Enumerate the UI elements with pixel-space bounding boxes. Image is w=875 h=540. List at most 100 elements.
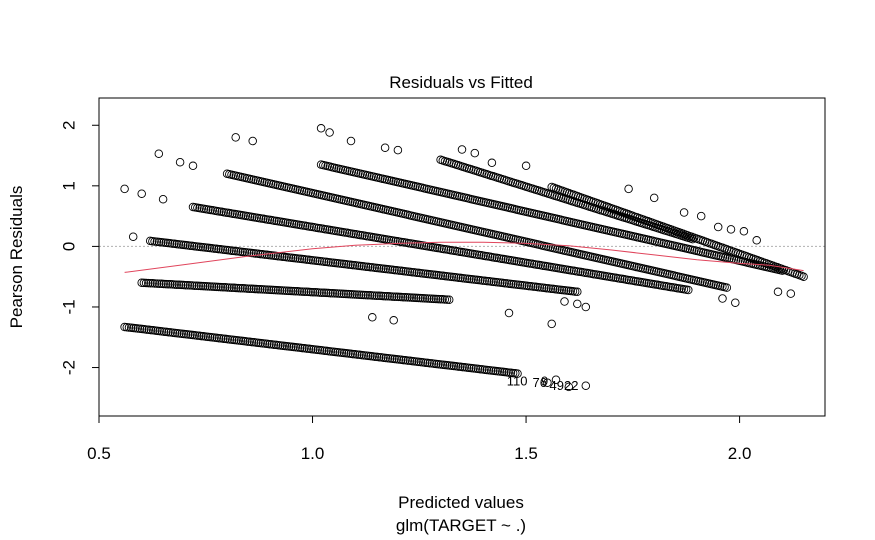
- residual-point: [291, 286, 300, 296]
- residual-point: [212, 282, 221, 292]
- residual-point: [238, 284, 247, 293]
- residual-point: [280, 286, 289, 295]
- residual-point: [146, 278, 155, 288]
- residual-point: [159, 279, 168, 289]
- residual-point: [387, 292, 397, 301]
- residual-point: [231, 283, 241, 293]
- residual-point: [403, 293, 412, 302]
- residual-point: [144, 278, 153, 288]
- residual-point: [249, 284, 258, 294]
- residual-point: [470, 148, 480, 158]
- residual-point: [316, 124, 326, 133]
- residual-band-8: [547, 182, 808, 281]
- residual-point: [513, 369, 522, 378]
- residual-point: [227, 283, 237, 292]
- residual-point: [409, 293, 419, 303]
- residual-point: [405, 293, 414, 302]
- residual-point: [218, 282, 228, 292]
- residual-point: [245, 284, 254, 293]
- residual-point: [188, 161, 198, 171]
- point-label: 4922: [550, 378, 579, 393]
- residual-point: [310, 288, 320, 297]
- residual-point: [487, 158, 497, 168]
- residual-point: [330, 289, 340, 298]
- residual-point: [302, 287, 311, 297]
- residual-point: [234, 283, 243, 293]
- residual-point: [170, 280, 179, 289]
- residual-point: [141, 278, 151, 288]
- residual-point: [348, 290, 357, 299]
- residual-point: [264, 285, 274, 295]
- residual-point: [273, 286, 283, 295]
- residual-point: [352, 290, 362, 299]
- x-axis-sublabel: glm(TARGET ~ .): [396, 516, 526, 535]
- residual-point: [341, 289, 351, 299]
- residual-point: [380, 143, 390, 152]
- residual-point: [297, 287, 307, 296]
- residual-point: [175, 157, 185, 167]
- residual-point: [190, 281, 199, 290]
- residual-point: [726, 225, 736, 234]
- residual-point: [564, 382, 574, 392]
- residual-band-3: [145, 236, 582, 297]
- x-tick-label: 1.5: [514, 444, 538, 463]
- residual-point: [543, 378, 552, 387]
- point-label: 9: [541, 374, 548, 389]
- residual-point: [370, 291, 379, 300]
- residual-point: [551, 375, 561, 384]
- residual-point: [158, 194, 168, 204]
- residual-point: [504, 308, 514, 318]
- residual-point: [284, 286, 294, 296]
- residual-point: [368, 291, 377, 300]
- residual-point: [679, 208, 689, 217]
- residual-point: [739, 227, 749, 236]
- residual-point: [368, 313, 377, 322]
- residual-point: [346, 136, 356, 146]
- residual-point: [433, 294, 443, 304]
- residual-point: [379, 291, 388, 301]
- point-label: 110: [507, 374, 528, 389]
- residual-point: [392, 292, 401, 302]
- residual-point: [361, 290, 370, 300]
- residual-point: [350, 290, 359, 299]
- residual-point: [372, 291, 381, 300]
- residual-point: [560, 297, 569, 306]
- residual-point: [442, 295, 452, 304]
- residual-point: [166, 280, 175, 289]
- residual-point: [416, 293, 425, 303]
- residual-point: [154, 149, 164, 158]
- residual-point: [752, 236, 761, 245]
- residual-point: [203, 282, 212, 291]
- residual-point: [289, 286, 298, 296]
- residual-point: [573, 287, 582, 297]
- residual-point: [398, 292, 408, 302]
- residual-point: [321, 288, 331, 298]
- residual-point: [773, 287, 783, 297]
- residual-point: [258, 285, 267, 294]
- residual-point: [236, 283, 245, 293]
- residual-band-5: [222, 169, 732, 292]
- data-layer: 110 769 4922: [99, 124, 825, 393]
- residual-point: [315, 288, 324, 297]
- residual-point: [278, 286, 287, 295]
- residual-point: [275, 286, 285, 295]
- residual-point: [328, 289, 338, 298]
- residual-point: [163, 279, 173, 289]
- smoothing-line: [124, 241, 804, 273]
- residual-point: [139, 278, 149, 288]
- residual-point: [247, 284, 256, 294]
- residual-point: [181, 280, 190, 290]
- residual-point: [425, 294, 434, 303]
- residual-point: [201, 282, 210, 291]
- residual-point: [325, 128, 334, 137]
- residual-point: [357, 290, 366, 300]
- residual-point: [346, 290, 355, 299]
- residual-band-4: [188, 202, 693, 295]
- residual-point: [799, 272, 808, 281]
- x-tick-label: 1.0: [301, 444, 325, 463]
- residual-point: [137, 189, 146, 198]
- residual-point: [295, 287, 305, 296]
- residual-point: [429, 294, 439, 304]
- residual-point: [401, 293, 410, 302]
